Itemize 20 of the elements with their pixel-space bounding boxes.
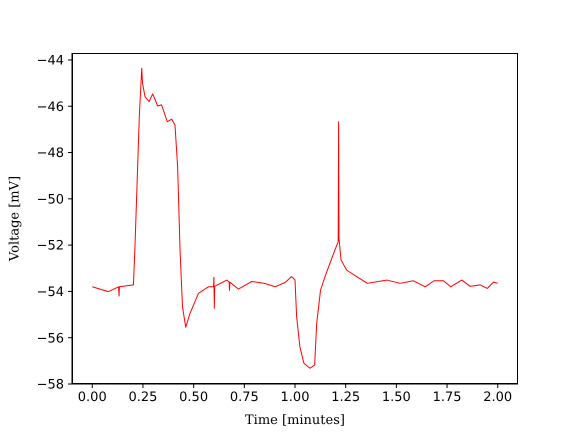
- x-tick-label: 1.75: [432, 390, 462, 406]
- x-tick-label: 2.00: [483, 390, 512, 406]
- y-tick-label: −52: [36, 238, 64, 254]
- x-tick-label: 0.50: [179, 390, 208, 406]
- line-series: [92, 68, 498, 369]
- y-tick-label: −48: [36, 146, 64, 162]
- x-tick-label: 1.50: [382, 390, 411, 406]
- y-tick-label: −58: [36, 378, 64, 393]
- x-tick-label: 0.25: [128, 390, 158, 406]
- y-tick-label: −50: [36, 192, 64, 208]
- y-axis-title: Voltage [mV]: [8, 176, 23, 262]
- x-tick-label: 0.00: [78, 390, 107, 406]
- x-tick-label: 0.75: [230, 390, 259, 406]
- y-tick-label: −56: [36, 331, 64, 346]
- y-tick-label: −46: [36, 100, 64, 115]
- y-tick-label: −44: [36, 54, 64, 69]
- x-axis-title: Time [minutes]: [245, 413, 345, 428]
- y-tick-label: −54: [36, 285, 64, 300]
- x-tick-label: 1.25: [331, 390, 360, 406]
- x-tick-label: 1.00: [280, 390, 310, 406]
